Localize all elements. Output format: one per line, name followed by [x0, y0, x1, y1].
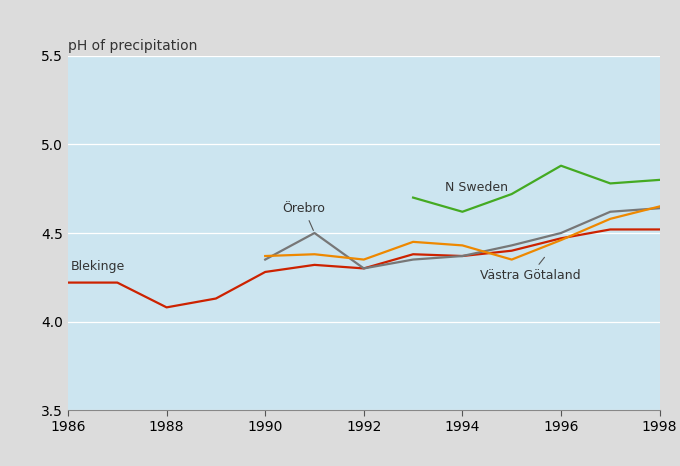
Text: Örebro: Örebro: [282, 202, 325, 231]
Text: Blekinge: Blekinge: [71, 260, 124, 273]
Text: pH of precipitation: pH of precipitation: [68, 39, 197, 54]
Text: N Sweden: N Sweden: [445, 181, 508, 194]
Text: Västra Götaland: Västra Götaland: [479, 257, 580, 282]
